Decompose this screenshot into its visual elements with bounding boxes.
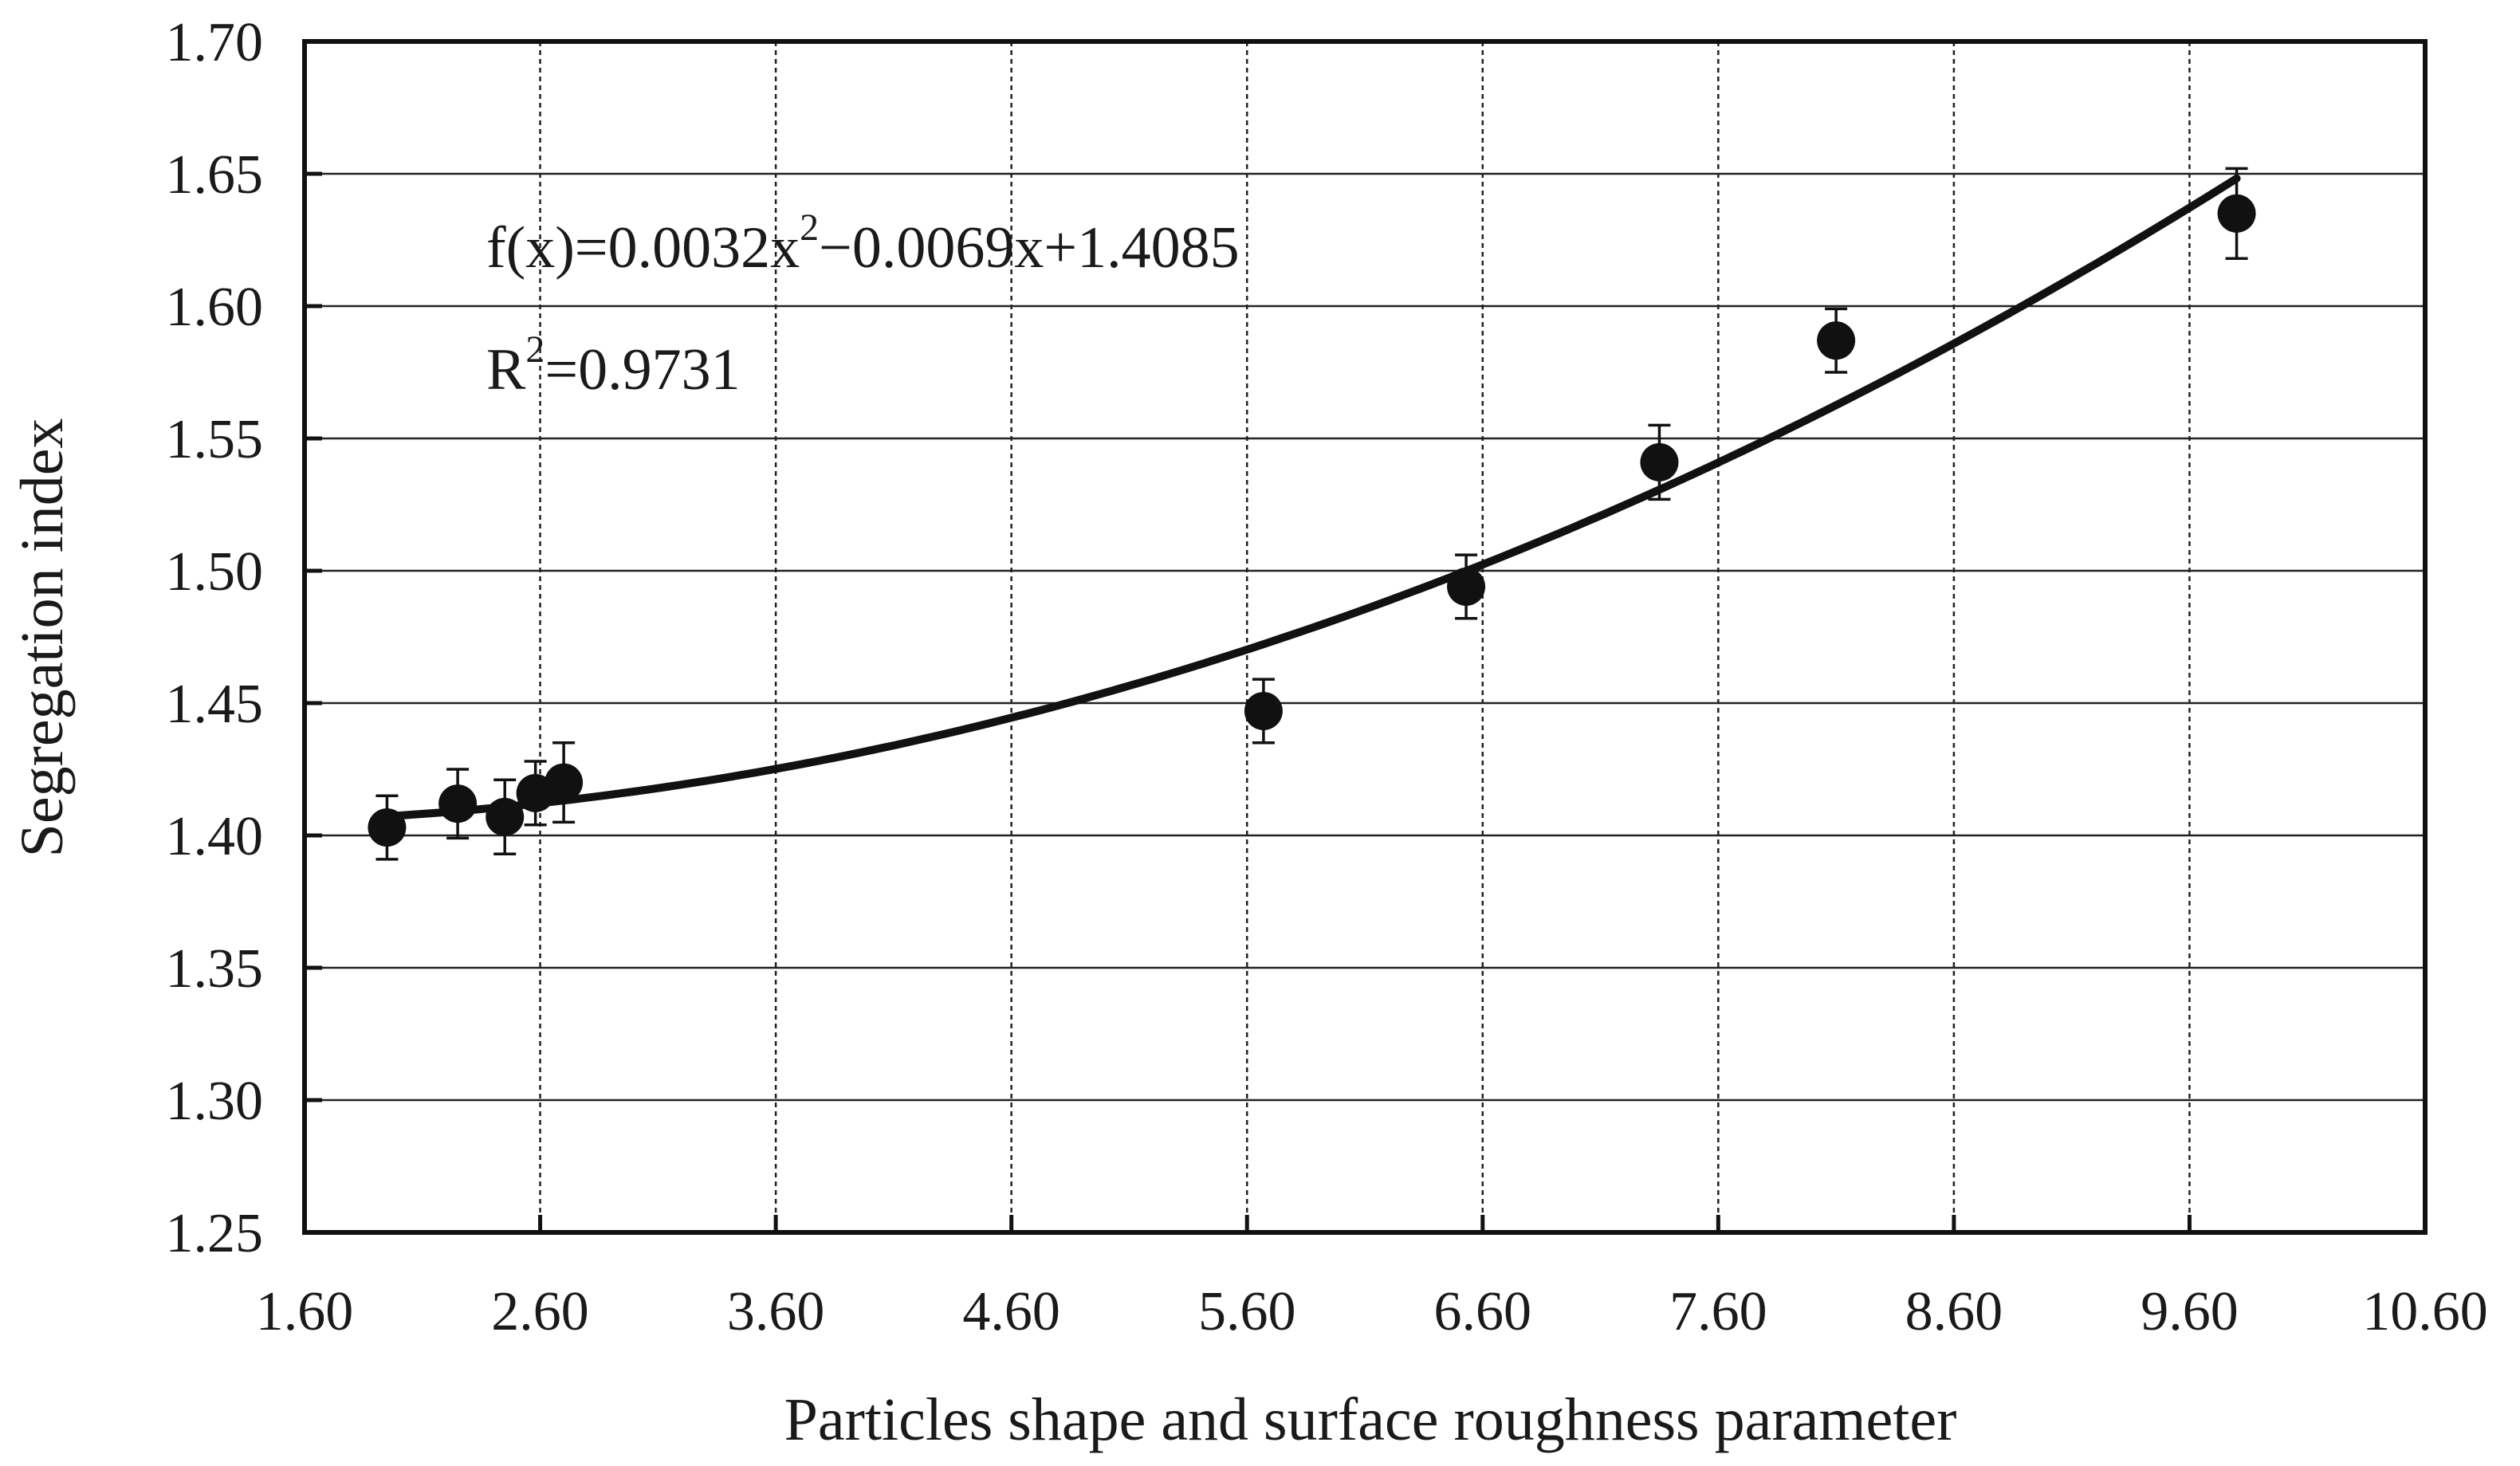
data-point: [1447, 553, 1486, 620]
data-point: [544, 741, 584, 824]
y-tick-label: 1.35: [166, 938, 264, 1000]
x-tick-label: 8.60: [1905, 1281, 2003, 1342]
r2-value: =0.9731: [544, 337, 740, 403]
equation-prefix: f(x)=0.0032x: [486, 215, 800, 281]
y-tick-labels: 1.25 1.30 1.35 1.40 1.45 1.50 1.55 1.60 1.65 1.70: [166, 12, 322, 1264]
equation-annotation: f(x)=0.0032x2−0.0069x+1.4085 R2=0.9731: [486, 206, 1240, 403]
data-point: [1640, 423, 1679, 501]
x-tick-label: 1.60: [256, 1281, 354, 1342]
y-tick-label: 1.50: [166, 541, 264, 603]
y-tick-label: 1.30: [166, 1071, 264, 1132]
fit-equation: f(x)=0.0032x2−0.0069x+1.4085: [486, 206, 1240, 281]
equation-rest: −0.0069x+1.4085: [819, 215, 1239, 281]
x-tick-label: 6.60: [1434, 1281, 1532, 1342]
y-tick-label: 1.45: [166, 674, 264, 735]
data-points: [368, 167, 2256, 861]
r-squared: R2=0.9731: [486, 328, 741, 403]
y-tick-label: 1.60: [166, 277, 264, 338]
x-axis-title: Particles shape and surface roughness pa…: [784, 1386, 1957, 1453]
x-tick-label: 3.60: [727, 1281, 825, 1342]
x-tick-label: 4.60: [962, 1281, 1060, 1342]
y-axis-title: Segregation index: [9, 419, 76, 858]
point-marker: [544, 763, 584, 802]
x-tick-labels: 1.60 2.60 3.60 4.60 5.60 6.60 7.60 8.60 9.60 10.6…: [256, 1215, 2488, 1342]
data-point: [2217, 167, 2256, 260]
fit-curve-group: [383, 174, 2241, 821]
fit-curve: [383, 174, 2241, 821]
r2-prefix: R: [486, 337, 526, 403]
point-marker: [1244, 691, 1283, 730]
x-tick-label: 2.60: [491, 1281, 589, 1342]
x-tick-label: 7.60: [1669, 1281, 1767, 1342]
r2-exponent: 2: [525, 328, 544, 371]
equation-exponent: 2: [800, 206, 819, 249]
plot-frame: [302, 39, 2428, 1235]
data-point: [1817, 307, 1856, 374]
y-tick-label: 1.55: [166, 409, 264, 470]
y-tick-label: 1.65: [166, 144, 264, 206]
point-marker: [438, 784, 478, 823]
point-marker: [1447, 567, 1486, 606]
data-point: [1244, 678, 1283, 745]
x-tick-label: 9.60: [2141, 1281, 2239, 1342]
y-tick-label: 1.70: [166, 12, 264, 73]
point-marker: [1640, 442, 1679, 481]
grid-lines: [305, 41, 2425, 1232]
point-marker: [486, 797, 525, 836]
point-marker: [2217, 194, 2256, 233]
point-marker: [368, 808, 407, 847]
y-tick-label: 1.25: [166, 1203, 264, 1264]
data-point: [486, 778, 525, 855]
y-tick-label: 1.40: [166, 806, 264, 867]
data-point: [368, 794, 407, 861]
data-point: [438, 768, 478, 840]
x-tick-label: 5.60: [1198, 1281, 1296, 1342]
x-tick-label: 10.60: [2362, 1281, 2488, 1342]
point-marker: [1817, 321, 1856, 360]
